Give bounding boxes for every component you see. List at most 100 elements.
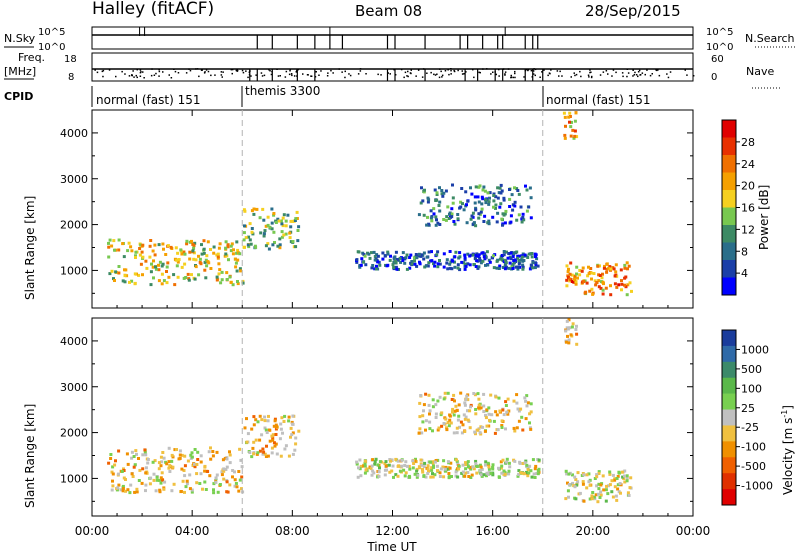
nave-dot — [230, 68, 233, 71]
echo-cell — [248, 238, 252, 242]
echo-cell — [453, 265, 457, 269]
echo-cell — [250, 427, 254, 431]
echo-cell — [359, 263, 363, 267]
echo-cell — [615, 285, 619, 289]
echo-cell — [133, 272, 137, 276]
echo-cell — [496, 428, 500, 432]
colorbar-tick-label: -25 — [741, 421, 759, 434]
echo-cell — [229, 249, 233, 253]
x-axis-title: Time UT — [366, 540, 417, 554]
nave-dot — [684, 69, 686, 71]
echo-cell — [239, 458, 243, 462]
echo-cell — [477, 265, 481, 269]
echo-cell — [440, 192, 444, 196]
echo-cell — [565, 278, 569, 282]
echo-cell — [438, 259, 441, 262]
echo-cell — [392, 475, 395, 479]
echo-cell — [481, 197, 485, 201]
echo-cell — [281, 216, 285, 220]
echo-cell — [501, 212, 505, 216]
echo-cell — [438, 475, 442, 478]
echo-cell — [584, 290, 588, 294]
echo-cell — [419, 254, 423, 258]
echo-cell — [580, 474, 584, 477]
echo-cell — [123, 268, 126, 272]
echo-cell — [424, 428, 427, 432]
echo-cell — [613, 478, 617, 482]
velocity-colorbar-title-sup: -1 — [780, 410, 789, 418]
echo-cell — [211, 454, 215, 458]
echo-cell — [495, 259, 499, 263]
echo-cell — [358, 467, 362, 471]
echo-cell — [152, 478, 156, 482]
echo-cell — [596, 492, 600, 496]
echo-cell — [111, 484, 115, 488]
echo-cell — [111, 479, 114, 483]
echo-cell — [393, 255, 397, 259]
echo-cell — [242, 231, 246, 235]
nave-dot — [410, 69, 412, 71]
echo-cell — [287, 454, 291, 458]
echo-cell — [459, 200, 463, 204]
echo-cell — [487, 473, 491, 476]
echo-cell — [244, 236, 248, 240]
nave-dot — [612, 69, 615, 71]
colorbar-swatch — [722, 425, 736, 442]
echo-cell — [187, 278, 191, 282]
nave-dot — [658, 74, 661, 77]
echo-cell — [270, 451, 274, 455]
echo-cell — [404, 460, 408, 464]
colorbar-swatch — [722, 172, 736, 191]
echo-cell — [497, 475, 501, 479]
nave-dot — [472, 68, 474, 71]
colorbar-swatch — [722, 473, 736, 490]
echo-cell — [263, 229, 267, 233]
echo-cell — [485, 474, 488, 478]
echo-cell — [362, 464, 366, 468]
echo-cell — [130, 249, 134, 253]
echo-cell — [220, 270, 224, 274]
nave-dot — [637, 75, 639, 78]
echo-cell — [199, 454, 203, 458]
echo-cell — [487, 465, 491, 469]
echo-cell — [439, 467, 443, 471]
echo-cell — [281, 431, 284, 435]
echo-cell — [180, 453, 184, 457]
echo-cell — [185, 239, 189, 243]
echo-cell — [426, 264, 430, 268]
echo-cell — [172, 273, 176, 277]
echo-cell — [272, 230, 276, 234]
echo-cell — [273, 419, 277, 423]
echo-cell — [165, 462, 169, 466]
nave-dot — [185, 72, 188, 74]
echo-cell — [149, 283, 153, 287]
echo-cell — [419, 458, 423, 462]
echo-cell — [162, 456, 166, 460]
nave-dot — [124, 73, 126, 75]
echo-cell — [362, 253, 366, 257]
echo-cell — [464, 264, 468, 268]
nave-dot — [344, 70, 346, 73]
echo-cell — [264, 428, 268, 432]
echo-cell — [507, 461, 511, 465]
nave-dot — [633, 74, 636, 76]
nave-dot — [504, 71, 507, 73]
nave-dot — [318, 74, 320, 76]
echo-cell — [130, 472, 134, 476]
echo-cell — [443, 391, 447, 395]
echo-cell — [122, 467, 125, 471]
echo-cell — [611, 473, 615, 477]
echo-cell — [264, 224, 268, 228]
echo-cell — [398, 469, 402, 473]
echo-cell — [442, 397, 446, 401]
echo-cell — [528, 421, 531, 425]
echo-cell — [214, 479, 218, 482]
nave-dot — [142, 71, 144, 73]
echo-cell — [224, 246, 228, 250]
nave-dot — [153, 74, 156, 76]
echo-cell — [430, 460, 434, 464]
nave-dot — [558, 75, 560, 77]
echo-cell — [234, 261, 238, 265]
echo-cell — [511, 267, 515, 270]
echo-cell — [165, 265, 169, 269]
